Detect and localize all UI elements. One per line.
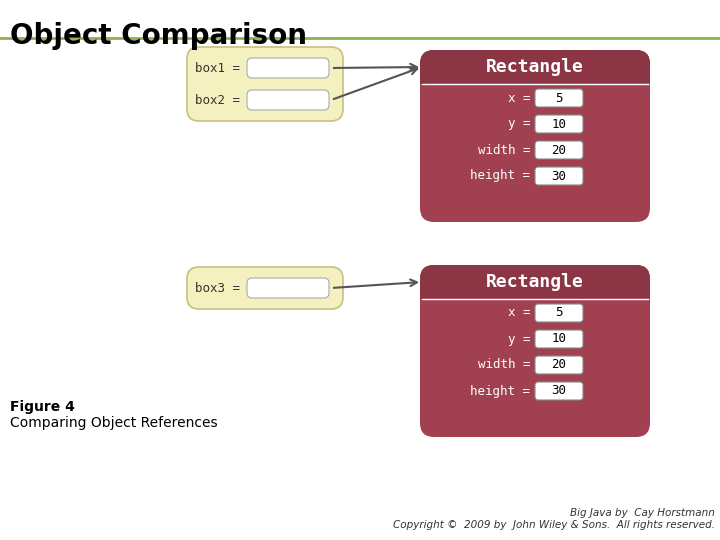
Text: Comparing Object References: Comparing Object References <box>10 416 217 430</box>
Bar <box>420 74 650 84</box>
Text: x =: x = <box>508 307 531 320</box>
Text: width =: width = <box>478 144 531 157</box>
FancyBboxPatch shape <box>187 267 343 309</box>
Text: 5: 5 <box>555 307 563 320</box>
Text: Big Java by  Cay Horstmann
Copyright ©  2009 by  John Wiley & Sons.  All rights : Big Java by Cay Horstmann Copyright © 20… <box>393 508 715 530</box>
Text: 10: 10 <box>552 118 567 131</box>
Text: box2 =: box2 = <box>195 93 240 106</box>
Text: height =: height = <box>470 170 531 183</box>
FancyBboxPatch shape <box>420 50 650 84</box>
FancyBboxPatch shape <box>247 90 329 110</box>
FancyBboxPatch shape <box>247 58 329 78</box>
FancyBboxPatch shape <box>535 304 583 322</box>
FancyBboxPatch shape <box>420 265 650 299</box>
Text: Object Comparison: Object Comparison <box>10 22 307 50</box>
Text: Rectangle: Rectangle <box>486 273 584 291</box>
Text: 5: 5 <box>555 91 563 105</box>
FancyBboxPatch shape <box>420 50 650 222</box>
FancyBboxPatch shape <box>535 141 583 159</box>
FancyBboxPatch shape <box>535 330 583 348</box>
FancyBboxPatch shape <box>535 382 583 400</box>
Text: 10: 10 <box>552 333 567 346</box>
Text: Rectangle: Rectangle <box>486 58 584 76</box>
Text: 30: 30 <box>552 384 567 397</box>
Bar <box>420 289 650 299</box>
Text: height =: height = <box>470 384 531 397</box>
Text: y =: y = <box>508 118 531 131</box>
Text: x =: x = <box>508 91 531 105</box>
Text: y =: y = <box>508 333 531 346</box>
Text: 30: 30 <box>552 170 567 183</box>
FancyBboxPatch shape <box>535 115 583 133</box>
Text: box1 =: box1 = <box>195 62 240 75</box>
FancyBboxPatch shape <box>535 356 583 374</box>
FancyBboxPatch shape <box>187 47 343 121</box>
Text: Figure 4: Figure 4 <box>10 400 75 414</box>
FancyBboxPatch shape <box>535 167 583 185</box>
Text: width =: width = <box>478 359 531 372</box>
FancyBboxPatch shape <box>247 278 329 298</box>
Text: 20: 20 <box>552 144 567 157</box>
Text: 20: 20 <box>552 359 567 372</box>
FancyBboxPatch shape <box>420 265 650 437</box>
FancyBboxPatch shape <box>535 89 583 107</box>
Text: box3 =: box3 = <box>195 281 240 294</box>
